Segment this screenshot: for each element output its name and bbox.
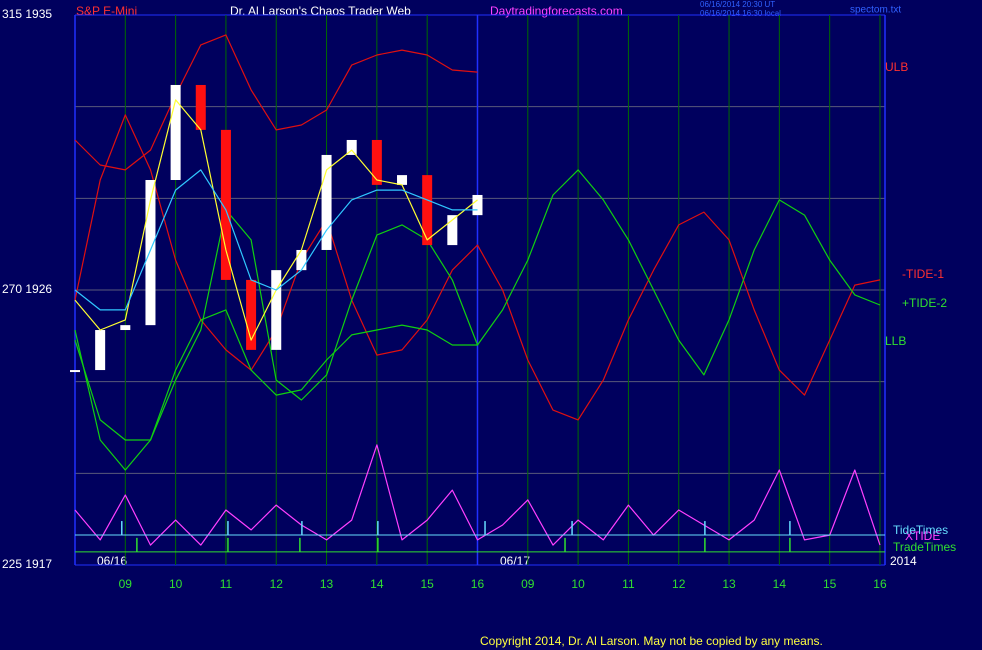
candle — [422, 175, 433, 246]
candle — [271, 270, 282, 350]
candle — [170, 84, 181, 180]
x-tick-label: 09 — [119, 577, 133, 591]
site: Daytradingforecasts.com — [490, 4, 623, 18]
candle — [195, 84, 206, 130]
series-line — [74, 34, 478, 171]
candle — [346, 139, 357, 155]
x-tick-label: 10 — [169, 577, 183, 591]
x-tick-label: 09 — [521, 577, 535, 591]
x-tick-label: 15 — [823, 577, 837, 591]
timestamp: 06/16/2014 16:30 local — [700, 9, 781, 18]
x-tick-label: 10 — [571, 577, 585, 591]
candle — [397, 175, 408, 185]
copyright: Copyright 2014, Dr. Al Larson. May not b… — [480, 634, 823, 648]
x-tick-label: 14 — [370, 577, 384, 591]
series-label: ULB — [885, 60, 908, 74]
candle — [246, 279, 257, 350]
series-line — [74, 309, 478, 441]
instrument: S&P E-Mini — [76, 4, 137, 18]
x-tick-label: 11 — [220, 577, 233, 591]
x-tick-label: 12 — [672, 577, 686, 591]
candle — [95, 330, 106, 371]
chart-title: Dr. Al Larson's Chaos Trader Web — [230, 4, 411, 18]
series-line — [74, 114, 881, 421]
candle — [120, 325, 131, 331]
series-label: XTIDE — [905, 529, 940, 543]
event-label: TradeTimes — [893, 540, 956, 554]
candle — [220, 129, 231, 280]
candle — [447, 215, 458, 246]
candle — [296, 249, 307, 271]
series-label: LLB — [885, 334, 906, 348]
x-tick-label: 14 — [773, 577, 787, 591]
series-line — [74, 444, 881, 546]
series-line — [74, 169, 478, 311]
candle — [371, 139, 382, 185]
x-tick-label: 16 — [471, 577, 485, 591]
candle — [145, 180, 156, 326]
date-label: 06/17 — [500, 554, 530, 568]
y-tick-label: 225 1917 — [2, 557, 52, 571]
x-tick-label: 12 — [270, 577, 284, 591]
y-tick-label: 270 1926 — [2, 282, 52, 296]
y-tick-label: 315 1935 — [2, 7, 52, 21]
candle — [70, 370, 80, 373]
date-label: 2014 — [890, 554, 917, 568]
x-tick-label: 16 — [873, 577, 887, 591]
event-label: TideTimes — [893, 523, 948, 537]
file-name: spectom.txt — [850, 5, 901, 16]
x-tick-label: 13 — [722, 577, 736, 591]
x-tick-label: 13 — [320, 577, 334, 591]
candle — [472, 194, 483, 216]
series-label: -TIDE-1 — [902, 267, 944, 281]
candle — [321, 154, 332, 250]
x-tick-label: 15 — [420, 577, 434, 591]
timestamp: 06/16/2014 20:30 UT — [700, 0, 775, 9]
x-tick-label: 11 — [622, 577, 635, 591]
date-label: 06/16 — [97, 554, 127, 568]
series-label: +TIDE-2 — [902, 296, 947, 310]
